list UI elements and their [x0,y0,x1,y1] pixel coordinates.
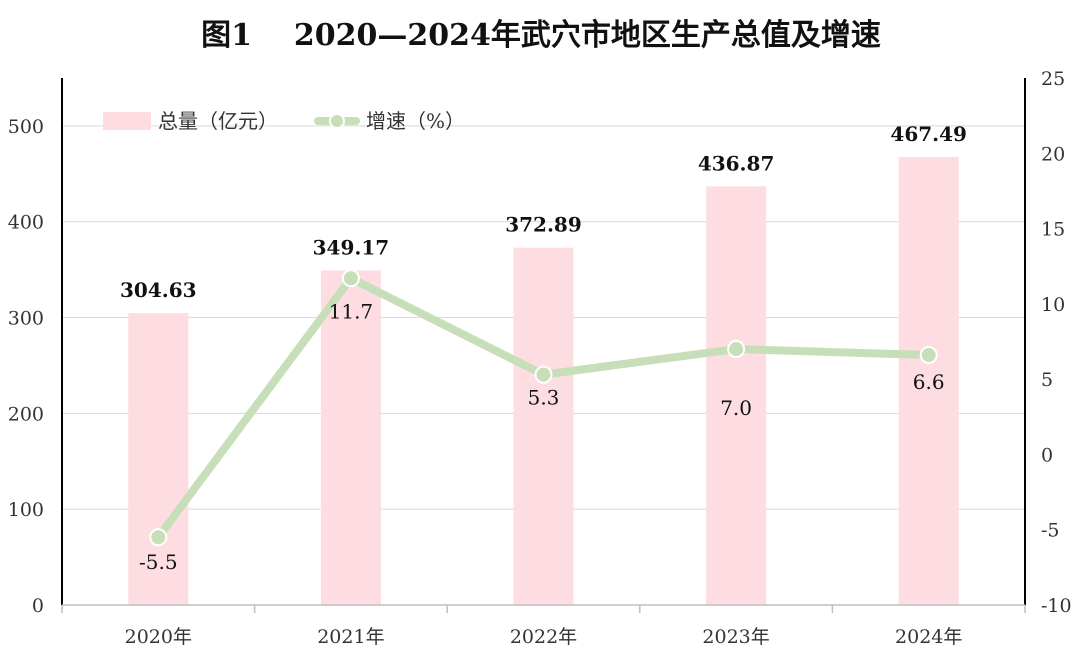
legend-swatch-bar [103,112,151,130]
growth-value-label: -5.5 [139,550,178,574]
x-category-label: 2023年 [702,626,769,648]
y-right-tick-label: -5 [1041,520,1060,542]
bar [706,186,767,605]
legend-swatch-marker [329,113,345,129]
bar-value-label: 436.87 [698,151,775,175]
y-right-tick-label: 5 [1041,369,1053,391]
bar-value-label: 304.63 [120,278,197,302]
legend-label-line: 增速（%） [366,109,465,133]
y-right-tick-label: 20 [1041,143,1065,165]
growth-point [534,365,553,384]
x-category-label: 2024年 [895,626,962,648]
legend: 总量（亿元） 增速（%） [103,109,465,133]
x-category-label: 2022年 [510,626,577,648]
axes: 0 100 200 300 400 500 -10 -5 0 5 10 15 20 25 2020年 2021… [8,68,1072,648]
bar [513,247,574,605]
y-right-tick-label: 15 [1041,219,1065,241]
growth-point [341,269,360,288]
legend-label-bar: 总量（亿元） [158,109,278,133]
line-series [149,269,938,547]
bar-value-label: 349.17 [313,235,390,259]
growth-point [149,528,168,547]
bar-series [128,157,959,606]
bar [320,270,381,605]
y-left-tick-label: 500 [8,116,44,138]
y-left-tick-label: 400 [8,212,44,234]
y-left-tick-label: 200 [8,403,44,425]
y-right-tick-label: 10 [1041,294,1065,316]
growth-point [919,346,938,365]
y-right-tick-label: 25 [1041,68,1065,90]
y-left-tick-label: 300 [8,308,44,330]
y-right-tick-label: 0 [1041,444,1053,466]
y-right-tick-label: -10 [1041,595,1072,617]
chart-title: 图1 2020—2024年武穴市地区生产总值及增速 [201,18,881,53]
growth-value-label: 11.7 [329,299,374,323]
y-left-tick-label: 100 [8,499,44,521]
growth-point [727,340,746,359]
bar-value-label: 372.89 [505,213,582,237]
growth-value-label: 5.3 [528,386,560,410]
bar [128,313,189,605]
x-category-label: 2020年 [125,626,192,648]
data-labels: 304.63 349.17 372.89 436.87 467.49 -5.5 11.7 5.… [120,122,967,574]
y-left-tick-label: 0 [32,595,44,617]
x-category-label: 2021年 [317,626,384,648]
growth-value-label: 6.6 [913,370,945,394]
bar-value-label: 467.49 [890,122,967,146]
growth-value-label: 7.0 [720,396,752,420]
bar [898,157,959,606]
